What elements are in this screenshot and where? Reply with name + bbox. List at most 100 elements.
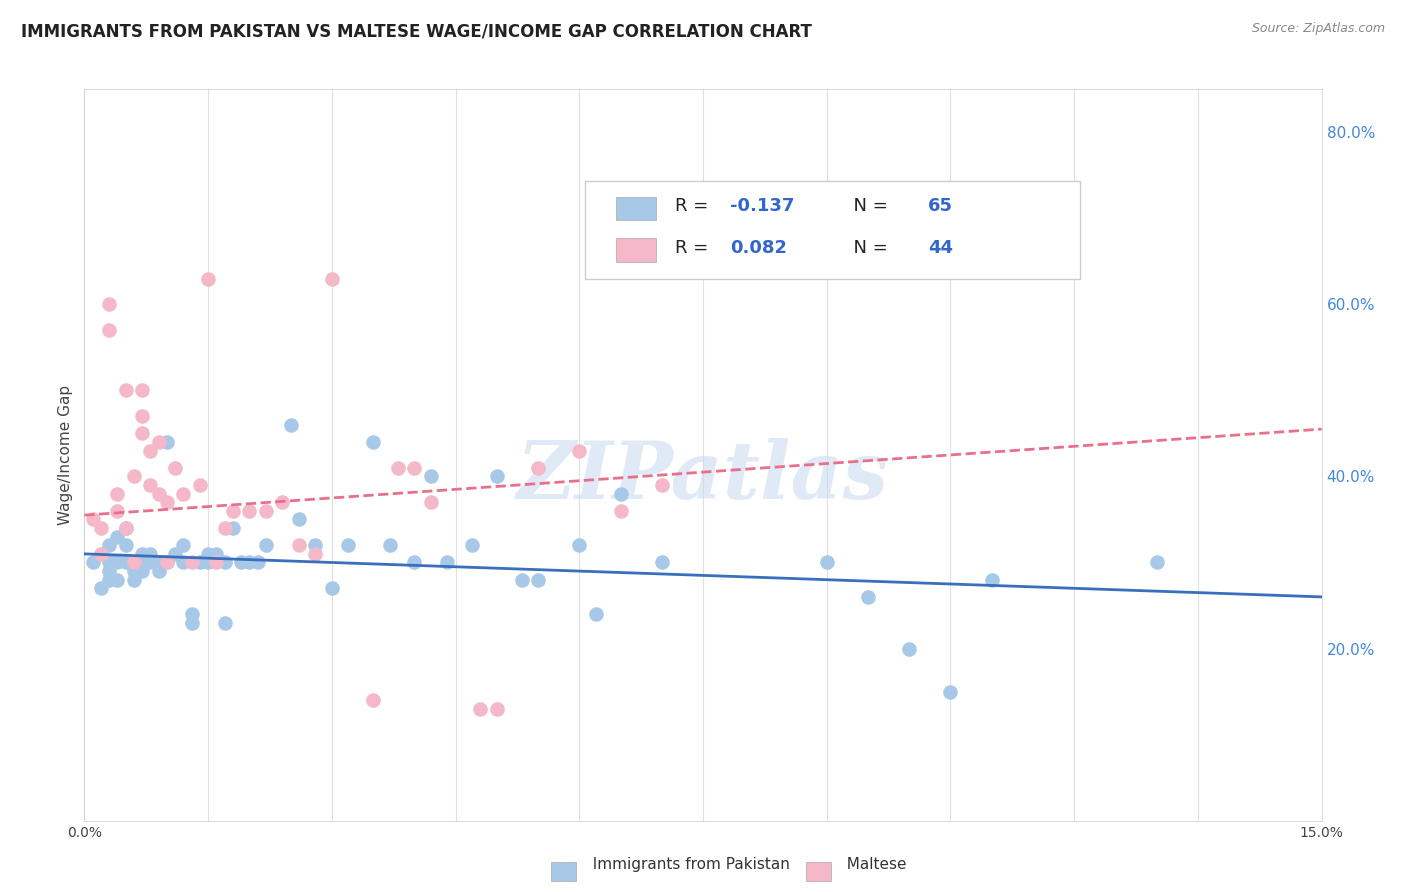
Text: 0.082: 0.082 <box>730 239 787 257</box>
Point <box>205 556 228 570</box>
Point <box>139 443 162 458</box>
Point <box>527 460 550 475</box>
Point <box>131 426 153 441</box>
Point <box>254 538 277 552</box>
Point <box>148 564 170 578</box>
Point <box>98 538 121 552</box>
Point <box>122 469 145 483</box>
Text: Source: ZipAtlas.com: Source: ZipAtlas.com <box>1251 22 1385 36</box>
FancyBboxPatch shape <box>616 238 657 262</box>
Point <box>131 556 153 570</box>
Text: N =: N = <box>842 239 893 257</box>
Point <box>321 582 343 596</box>
Point <box>214 556 236 570</box>
Point <box>436 556 458 570</box>
Point <box>197 556 219 570</box>
Point <box>90 521 112 535</box>
Point <box>105 573 128 587</box>
Point <box>304 538 326 552</box>
Point <box>361 435 384 450</box>
Text: Immigrants from Pakistan: Immigrants from Pakistan <box>583 857 790 872</box>
Point <box>288 538 311 552</box>
Point <box>188 478 211 492</box>
Point <box>304 547 326 561</box>
Point <box>980 573 1002 587</box>
Point <box>122 556 145 570</box>
Point <box>114 384 136 398</box>
Point <box>148 486 170 500</box>
Point <box>165 460 187 475</box>
Point <box>609 504 631 518</box>
Point <box>165 547 187 561</box>
Point <box>148 556 170 570</box>
Point <box>172 538 194 552</box>
Point <box>156 556 179 570</box>
Point <box>205 547 228 561</box>
Point <box>280 417 302 432</box>
Point <box>98 564 121 578</box>
Point <box>568 443 591 458</box>
Point <box>419 495 441 509</box>
Point <box>105 504 128 518</box>
Point <box>815 556 838 570</box>
Point <box>131 547 153 561</box>
Point <box>404 460 426 475</box>
Point <box>361 693 384 707</box>
FancyBboxPatch shape <box>616 197 657 220</box>
Point <box>90 582 112 596</box>
Point <box>114 556 136 570</box>
Point <box>470 702 492 716</box>
Point <box>82 512 104 526</box>
Point <box>321 271 343 285</box>
Point <box>122 564 145 578</box>
FancyBboxPatch shape <box>585 180 1080 279</box>
Point <box>527 573 550 587</box>
Point <box>238 504 260 518</box>
Point <box>419 469 441 483</box>
Point <box>131 409 153 424</box>
Text: 65: 65 <box>928 197 953 215</box>
Point <box>214 615 236 630</box>
Point <box>105 530 128 544</box>
Point <box>1146 556 1168 570</box>
Point <box>229 556 252 570</box>
Point <box>98 323 121 337</box>
Point <box>122 573 145 587</box>
Point <box>609 486 631 500</box>
Point <box>148 435 170 450</box>
Point <box>271 495 294 509</box>
Point <box>90 547 112 561</box>
Text: -0.137: -0.137 <box>730 197 794 215</box>
Point <box>288 512 311 526</box>
Point <box>651 556 673 570</box>
Point <box>485 702 508 716</box>
Point <box>222 521 245 535</box>
Point <box>222 504 245 518</box>
Point <box>898 641 921 656</box>
Point <box>105 556 128 570</box>
Point <box>337 538 360 552</box>
Point <box>172 486 194 500</box>
Point <box>139 478 162 492</box>
Text: R =: R = <box>675 197 713 215</box>
Point <box>82 556 104 570</box>
Point <box>180 607 202 621</box>
Text: Maltese: Maltese <box>837 857 905 872</box>
Point <box>461 538 484 552</box>
Text: N =: N = <box>842 197 893 215</box>
Point <box>254 504 277 518</box>
Point <box>939 684 962 698</box>
Text: 44: 44 <box>928 239 953 257</box>
Point <box>246 556 269 570</box>
Point <box>188 556 211 570</box>
Point <box>180 615 202 630</box>
Point <box>131 564 153 578</box>
Text: ZIPatlas: ZIPatlas <box>517 438 889 516</box>
Point <box>651 478 673 492</box>
Point <box>404 556 426 570</box>
Point <box>156 435 179 450</box>
Point <box>387 460 409 475</box>
Point <box>197 547 219 561</box>
Text: R =: R = <box>675 239 713 257</box>
Point <box>585 607 607 621</box>
